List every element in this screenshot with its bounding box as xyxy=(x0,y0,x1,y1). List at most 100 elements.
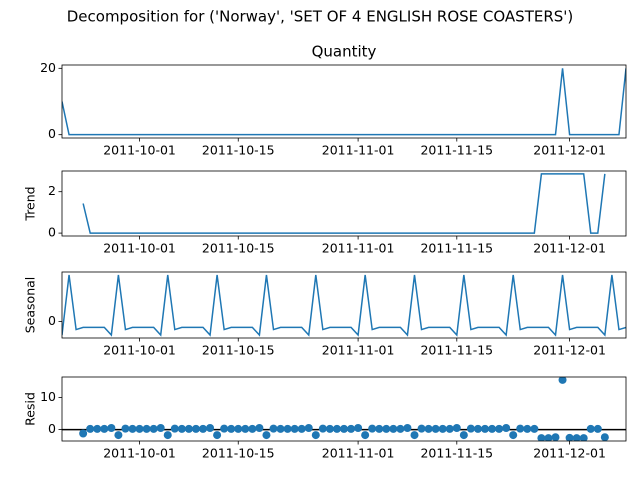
point xyxy=(473,424,482,433)
plot-area xyxy=(62,377,626,441)
point xyxy=(318,424,327,433)
point xyxy=(572,434,581,441)
x-tick-label: 2011-11-01 xyxy=(322,241,395,256)
point xyxy=(347,424,356,433)
point xyxy=(516,424,525,433)
point xyxy=(191,424,200,433)
x-tick-label: 2011-11-01 xyxy=(322,143,395,158)
x-tick-label: 2011-10-01 xyxy=(103,241,176,256)
figure-title: Decomposition for ('Norway', 'SET OF 4 E… xyxy=(67,8,574,26)
point xyxy=(551,433,560,441)
point xyxy=(403,423,412,432)
y-tick-label: 2 xyxy=(48,183,56,198)
y-tick-label: 0 xyxy=(48,225,56,240)
point xyxy=(79,429,88,438)
plot-area xyxy=(62,68,626,136)
point xyxy=(530,424,539,433)
x-tick-label: 2011-10-01 xyxy=(103,446,176,461)
point xyxy=(199,424,207,433)
axes-frame xyxy=(61,271,627,339)
x-tick-label: 2011-10-15 xyxy=(202,446,275,461)
x-tick-label: 2011-12-01 xyxy=(533,446,606,461)
axes-frame xyxy=(61,376,627,442)
x-tick-label: 2011-10-01 xyxy=(103,343,176,358)
point xyxy=(565,433,574,441)
axes-frame xyxy=(61,64,627,139)
point xyxy=(354,423,363,432)
point xyxy=(502,423,511,432)
point xyxy=(389,424,398,433)
point xyxy=(304,423,313,432)
point xyxy=(466,424,475,433)
point xyxy=(213,431,222,440)
point xyxy=(481,424,489,433)
plot-area xyxy=(62,274,626,337)
point xyxy=(255,423,264,432)
y-tick-label: 10 xyxy=(40,389,56,404)
point xyxy=(431,424,440,433)
point xyxy=(488,424,497,433)
point xyxy=(283,424,292,433)
point xyxy=(93,424,102,433)
point xyxy=(149,424,158,433)
y-tick-label: 0 xyxy=(48,313,56,328)
x-tick-label: 2011-10-15 xyxy=(202,241,275,256)
x-tick-label: 2011-11-01 xyxy=(322,343,395,358)
point xyxy=(600,433,609,441)
point xyxy=(121,424,130,433)
point xyxy=(262,431,271,440)
point xyxy=(248,424,257,433)
point xyxy=(276,424,285,433)
line xyxy=(62,68,626,136)
point xyxy=(593,424,602,433)
point xyxy=(163,431,172,440)
x-tick-label: 2011-11-01 xyxy=(322,446,395,461)
point xyxy=(297,424,306,433)
point xyxy=(107,423,116,432)
x-tick-label: 2011-11-15 xyxy=(420,446,493,461)
point xyxy=(375,424,384,433)
point xyxy=(100,424,109,433)
point xyxy=(361,431,370,440)
point xyxy=(170,424,179,433)
point xyxy=(445,424,454,433)
point xyxy=(544,434,553,441)
point xyxy=(177,424,186,433)
line xyxy=(62,274,626,337)
x-tick-label: 2011-12-01 xyxy=(533,343,606,358)
point xyxy=(410,431,419,440)
point xyxy=(586,424,595,433)
point xyxy=(220,424,229,433)
point xyxy=(340,424,348,433)
point xyxy=(128,424,137,433)
x-tick-label: 2011-11-15 xyxy=(420,241,493,256)
y-tick-label: 20 xyxy=(40,60,56,75)
x-tick-label: 2011-10-01 xyxy=(103,143,176,158)
x-tick-label: 2011-10-15 xyxy=(202,343,275,358)
x-tick-label: 2011-11-15 xyxy=(420,343,493,358)
point xyxy=(227,424,236,433)
point xyxy=(509,431,518,440)
point xyxy=(417,424,426,433)
point xyxy=(206,423,215,432)
point xyxy=(537,434,546,441)
point xyxy=(424,424,433,433)
point xyxy=(156,423,165,432)
y-tick-label: 0 xyxy=(48,421,56,436)
x-tick-label: 2011-12-01 xyxy=(533,143,606,158)
y-tick-label: 0 xyxy=(48,126,56,141)
point xyxy=(325,424,334,433)
point xyxy=(290,424,299,433)
plot-area xyxy=(82,173,606,234)
point xyxy=(368,424,377,433)
point xyxy=(114,431,123,440)
point xyxy=(269,424,278,433)
x-tick-label: 2011-11-15 xyxy=(420,143,493,158)
point xyxy=(459,431,468,440)
axes-title: Quantity xyxy=(312,43,377,61)
point xyxy=(241,424,250,433)
point xyxy=(452,423,461,432)
line xyxy=(82,173,606,234)
x-tick-label: 2011-10-15 xyxy=(202,143,275,158)
point xyxy=(135,424,144,433)
